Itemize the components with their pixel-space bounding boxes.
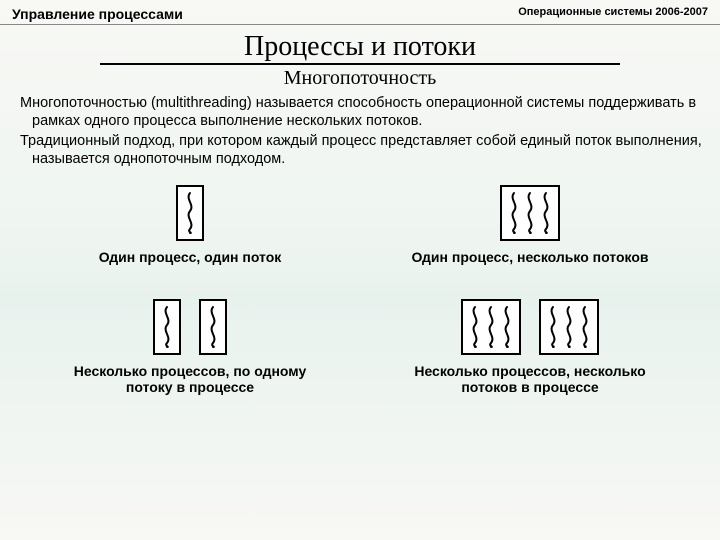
process-box (153, 299, 181, 355)
thread-icon (485, 305, 497, 349)
thread-icon (508, 191, 520, 235)
thread-icon (547, 305, 559, 349)
caption: Несколько процессов, несколько потоков в… (400, 363, 660, 395)
paragraph-2: Традиционный подход, при котором каждый … (10, 132, 710, 168)
title-wrap: Процессы и потоки (100, 25, 620, 65)
thread-icon (184, 191, 196, 235)
thread-icon (161, 305, 173, 349)
process-box (461, 299, 521, 355)
process-box (199, 299, 227, 355)
process-box (539, 299, 599, 355)
thread-icon (469, 305, 481, 349)
thread-icon (501, 305, 513, 349)
thread-icon (207, 305, 219, 349)
caption: Несколько процессов, по одному потоку в … (60, 363, 320, 395)
paragraph-1: Многопоточностью (multithreading) называ… (10, 94, 710, 130)
thread-icon (563, 305, 575, 349)
process-box (176, 185, 204, 241)
thread-icon (579, 305, 591, 349)
box-row (500, 185, 560, 241)
cell-multi-proc-one-thread: Несколько процессов, по одному потоку в … (30, 299, 350, 395)
caption: Один процесс, один поток (99, 249, 282, 265)
cell-one-proc-one-thread: Один процесс, один поток (30, 185, 350, 281)
caption: Один процесс, несколько потоков (412, 249, 649, 265)
process-box (500, 185, 560, 241)
thread-icon (524, 191, 536, 235)
cell-one-proc-multi-thread: Один процесс, несколько потоков (370, 185, 690, 281)
box-row (176, 185, 204, 241)
thread-icon (540, 191, 552, 235)
box-row (461, 299, 599, 355)
box-row (153, 299, 227, 355)
slide-header: Управление процессами Операционные систе… (0, 0, 720, 24)
cell-multi-proc-multi-thread: Несколько процессов, несколько потоков в… (370, 299, 690, 395)
slide-subtitle: Многопоточность (0, 65, 720, 94)
body-text: Многопоточностью (multithreading) называ… (0, 94, 720, 169)
header-course: Операционные системы 2006-2007 (518, 6, 708, 18)
diagram-grid: Один процесс, один поток Один процесс, н… (0, 171, 720, 395)
slide-title: Процессы и потоки (100, 25, 620, 63)
header-topic: Управление процессами (12, 6, 183, 22)
